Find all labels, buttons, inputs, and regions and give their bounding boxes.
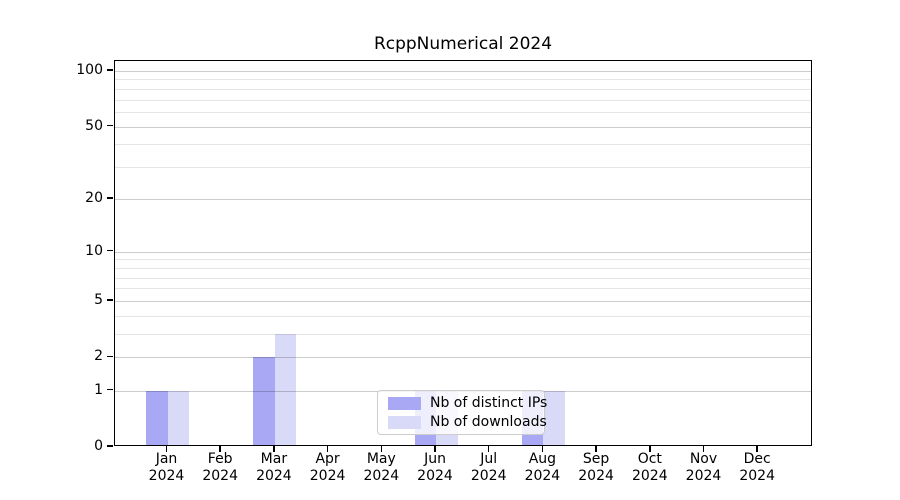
- bar-nb-of-downloads-jan: [167, 390, 189, 446]
- y-tick-mark-2: [107, 355, 113, 358]
- chart-title: RcppNumerical 2024: [373, 34, 553, 54]
- x-tick-mark-jun: [434, 446, 436, 452]
- x-tick-mark-feb: [219, 446, 221, 452]
- x-tick-mark-jan: [165, 446, 168, 452]
- x-tick-label-nov: Nov 2024: [674, 451, 734, 485]
- plot-area: Nb of distinct IPs Nb of downloads: [114, 60, 812, 446]
- x-tick-month: Jun: [424, 451, 446, 467]
- x-tick-mark-aug: [541, 446, 544, 452]
- y-tick-mark-0: [107, 445, 113, 447]
- gridline-10: [115, 251, 811, 253]
- y-tick-label-20: 20: [85, 189, 103, 206]
- gridline-6: [115, 288, 811, 290]
- y-tick-mark-1: [107, 388, 113, 391]
- y-tick-label-10: 10: [85, 242, 103, 259]
- gridline-4: [115, 315, 811, 317]
- y-tick-label-0: 0: [94, 438, 103, 454]
- x-tick-month: Oct: [637, 451, 662, 467]
- grid-layer: [115, 61, 811, 445]
- x-tick-year: 2024: [417, 468, 453, 484]
- gridline-8: [115, 267, 811, 269]
- x-tick-month: Dec: [743, 451, 771, 467]
- y-tick-mark-10: [107, 249, 113, 252]
- gridline-70: [115, 99, 811, 101]
- x-tick-mark-sep: [595, 446, 597, 452]
- y-tick-mark-50: [107, 124, 113, 127]
- bar-nb-of-distinct-ips-jan: [146, 390, 168, 446]
- x-tick-year: 2024: [148, 468, 185, 484]
- gridline-30: [115, 167, 811, 169]
- x-tick-label-oct: Oct 2024: [620, 451, 680, 485]
- x-tick-mark-apr: [326, 446, 329, 452]
- x-tick-year: 2024: [309, 468, 346, 484]
- gridline-40: [115, 144, 811, 146]
- y-tick-label-2: 2: [94, 348, 103, 365]
- x-tick-year: 2024: [524, 468, 561, 484]
- gridline-7: [115, 277, 811, 279]
- y-tick-label-5: 5: [94, 292, 103, 309]
- x-tick-mark-nov: [702, 446, 705, 452]
- x-tick-label-dec: Dec 2024: [727, 451, 787, 485]
- x-tick-month: Jul: [480, 451, 498, 467]
- gridline-9: [115, 259, 811, 261]
- gridline-2: [115, 357, 811, 359]
- y-tick-mark-100: [107, 69, 113, 71]
- y-tick-label-50: 50: [85, 117, 103, 134]
- x-tick-mark-dec: [756, 446, 758, 452]
- x-tick-label-jul: Jul 2024: [459, 451, 519, 485]
- x-tick-year: 2024: [363, 468, 400, 484]
- x-tick-year: 2024: [578, 468, 614, 484]
- bar-nb-of-downloads-mar: [274, 334, 297, 446]
- legend: Nb of distinct IPs Nb of downloads: [377, 390, 547, 435]
- gridline-80: [115, 88, 811, 90]
- x-tick-mark-mar: [273, 446, 275, 452]
- x-tick-month: Nov: [689, 451, 718, 467]
- x-tick-month: May: [366, 451, 396, 467]
- legend-label-downloads: Nb of downloads: [430, 414, 547, 430]
- x-tick-year: 2024: [202, 468, 238, 484]
- x-tick-month: Feb: [207, 451, 233, 467]
- x-tick-year: 2024: [739, 468, 775, 484]
- gridline-50: [115, 126, 811, 128]
- bar-nb-of-downloads-aug: [543, 390, 565, 446]
- x-tick-label-apr: Apr 2024: [298, 451, 358, 485]
- y-tick-label-1: 1: [94, 381, 103, 398]
- legend-label-distinct-ips: Nb of distinct IPs: [430, 395, 548, 411]
- x-tick-label-feb: Feb 2024: [190, 451, 250, 485]
- x-tick-label-jun: Jun 2024: [405, 451, 465, 485]
- bar-nb-of-distinct-ips-mar: [253, 357, 275, 446]
- x-tick-label-aug: Aug 2024: [512, 451, 572, 485]
- y-tick-label-100: 100: [76, 62, 103, 78]
- x-tick-month: Jan: [155, 451, 178, 467]
- x-tick-label-may: May 2024: [351, 451, 411, 485]
- x-tick-year: 2024: [631, 468, 668, 484]
- x-tick-label-sep: Sep 2024: [566, 451, 626, 485]
- legend-swatch-distinct-ips: [388, 396, 421, 410]
- gridline-60: [115, 112, 811, 114]
- x-tick-mark-oct: [649, 446, 651, 452]
- x-tick-year: 2024: [685, 468, 722, 484]
- x-tick-label-mar: Mar 2024: [244, 451, 304, 485]
- legend-swatch-downloads: [388, 415, 421, 429]
- x-tick-month: Mar: [260, 451, 288, 467]
- legend-item-downloads: Nb of downloads: [388, 413, 547, 431]
- legend-item-distinct-ips: Nb of distinct IPs: [388, 394, 547, 412]
- gridline-3: [115, 334, 811, 336]
- x-tick-mark-may: [380, 446, 383, 452]
- gridline-100: [115, 71, 811, 72]
- x-tick-month: Sep: [582, 451, 610, 467]
- gridline-90: [115, 79, 811, 81]
- gridline-5: [115, 301, 811, 303]
- x-tick-year: 2024: [470, 468, 507, 484]
- x-tick-label-jan: Jan 2024: [137, 451, 197, 485]
- x-tick-month: Aug: [528, 451, 557, 467]
- gridline-20: [115, 198, 811, 200]
- x-tick-month: Apr: [315, 451, 340, 467]
- y-tick-mark-20: [107, 197, 113, 199]
- x-tick-year: 2024: [256, 468, 292, 484]
- y-tick-mark-5: [107, 299, 113, 301]
- x-tick-mark-jul: [487, 446, 490, 452]
